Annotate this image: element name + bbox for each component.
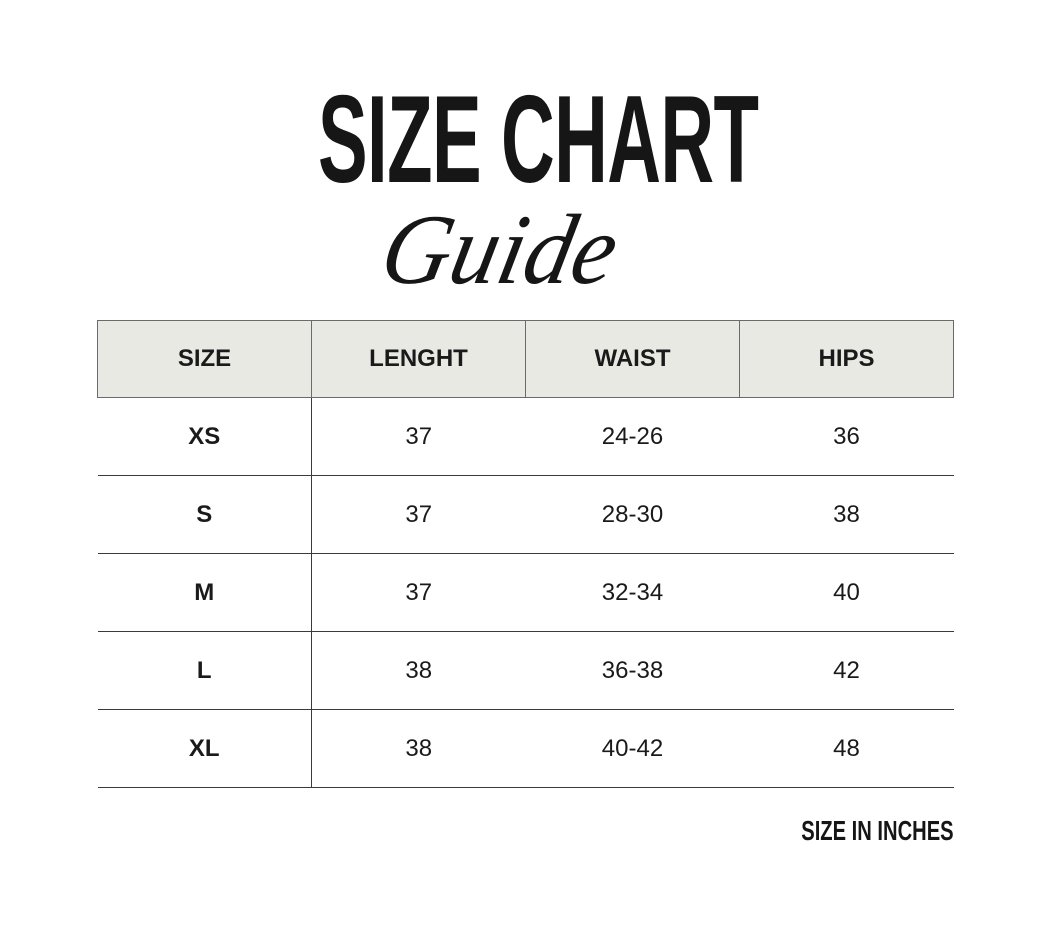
cell-waist: 32-34 — [525, 553, 740, 632]
cell-length: 38 — [311, 709, 526, 788]
table-row: S 37 28-30 38 — [97, 475, 954, 554]
cell-size: XL — [97, 709, 312, 788]
header-waist: WAIST — [525, 320, 740, 398]
cell-length: 38 — [311, 631, 526, 710]
table-row: XS 37 24-26 36 — [97, 397, 954, 476]
table-row: L 38 36-38 42 — [97, 631, 954, 710]
table-row: M 37 32-34 40 — [97, 553, 954, 632]
units-note: SIZE IN INCHES — [801, 815, 954, 846]
cell-length: 37 — [311, 553, 526, 632]
cell-size: XS — [97, 397, 312, 476]
cell-hips: 48 — [739, 709, 954, 788]
cell-size: S — [97, 475, 312, 554]
table-row: XL 38 40-42 48 — [97, 709, 954, 788]
cell-waist: 28-30 — [525, 475, 740, 554]
title-script: Guide — [372, 194, 629, 305]
cell-length: 37 — [311, 397, 526, 476]
cell-hips: 42 — [739, 631, 954, 710]
header-size: SIZE — [97, 320, 312, 398]
cell-size: M — [97, 553, 312, 632]
title-main: SIZE CHART — [318, 71, 759, 209]
cell-length: 37 — [311, 475, 526, 554]
cell-waist: 24-26 — [525, 397, 740, 476]
cell-hips: 38 — [739, 475, 954, 554]
header-length: LENGHT — [311, 320, 526, 398]
cell-hips: 40 — [739, 553, 954, 632]
page-title: SIZE CHART — [318, 78, 759, 202]
header-row: SIZE LENGHT WAIST HIPS — [97, 320, 954, 398]
size-table: SIZE LENGHT WAIST HIPS XS 37 24-26 36 S 37 28-… — [97, 320, 954, 788]
cell-size: L — [97, 631, 312, 710]
cell-waist: 40-42 — [525, 709, 740, 788]
header-hips: HIPS — [739, 320, 954, 398]
cell-hips: 36 — [739, 397, 954, 476]
cell-waist: 36-38 — [525, 631, 740, 710]
